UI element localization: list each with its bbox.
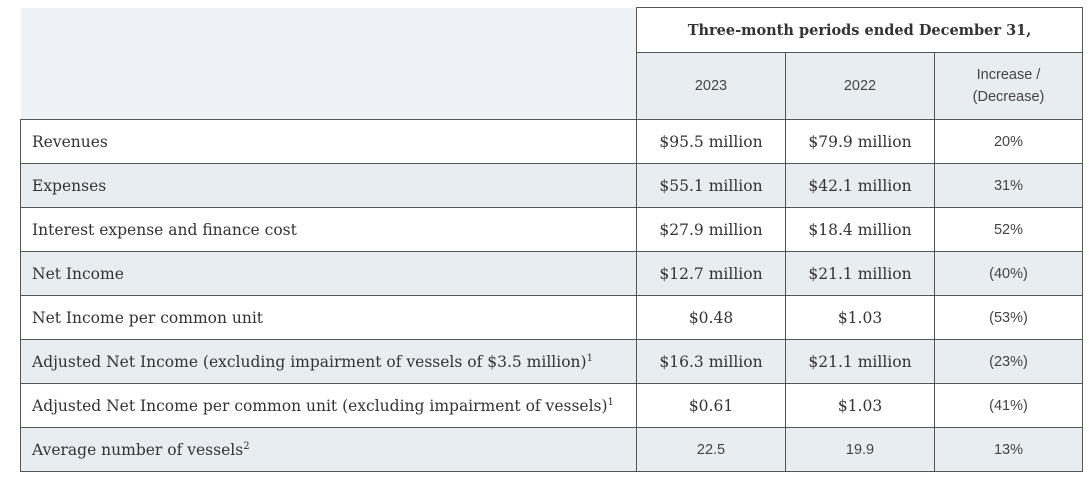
row-label: Adjusted Net Income per common unit (exc… — [20, 383, 637, 428]
value-change: (41%) — [934, 383, 1083, 428]
header-row-period: Three-month periods ended December 31, — [20, 7, 1083, 120]
table-row: Interest expense and finance cost $27.9 … — [20, 207, 1083, 252]
row-label: Revenues — [20, 119, 637, 164]
table-row: Adjusted Net Income (excluding impairmen… — [20, 339, 1083, 384]
row-label-text: Net Income — [32, 264, 124, 283]
footnote-marker: 2 — [243, 440, 250, 452]
period-title: Three-month periods ended December 31, — [636, 7, 1083, 53]
value-change: 52% — [934, 207, 1083, 252]
value-2023: 22.5 — [636, 427, 786, 472]
row-label-text: Expenses — [32, 176, 107, 195]
row-label: Net Income — [20, 251, 637, 296]
value-2022: $21.1 million — [785, 339, 935, 384]
value-2023: $0.48 — [636, 295, 786, 340]
column-header-2022: 2022 — [785, 52, 935, 120]
row-label: Expenses — [20, 163, 637, 208]
change-header-line2: (Decrease) — [972, 89, 1045, 105]
row-label-text: Adjusted Net Income per common unit (exc… — [32, 396, 608, 415]
table-row: Adjusted Net Income per common unit (exc… — [20, 383, 1083, 428]
value-2022: $18.4 million — [785, 207, 935, 252]
table-row: Expenses $55.1 million $42.1 million 31% — [20, 163, 1083, 208]
footnote-marker: 1 — [586, 352, 593, 364]
row-label-text: Average number of vessels — [32, 440, 244, 459]
table-row: Net Income $12.7 million $21.1 million (… — [20, 251, 1083, 296]
value-change: (40%) — [934, 251, 1083, 296]
row-label: Interest expense and finance cost — [20, 207, 637, 252]
column-header-2023: 2023 — [636, 52, 786, 120]
value-2022: $42.1 million — [785, 163, 935, 208]
row-label-text: Adjusted Net Income (excluding impairmen… — [32, 352, 587, 371]
row-label: Net Income per common unit — [20, 295, 637, 340]
value-change: (53%) — [934, 295, 1083, 340]
value-2022: $1.03 — [785, 383, 935, 428]
value-2023: $95.5 million — [636, 119, 786, 164]
value-2023: $12.7 million — [636, 251, 786, 296]
value-change: 31% — [934, 163, 1083, 208]
value-change: 13% — [934, 427, 1083, 472]
row-label-text: Interest expense and finance cost — [32, 220, 297, 239]
table-row: Net Income per common unit $0.48 $1.03 (… — [20, 295, 1083, 340]
value-2022: $21.1 million — [785, 251, 935, 296]
row-label-text: Net Income per common unit — [32, 308, 264, 327]
change-header-line1: Increase / — [976, 67, 1041, 83]
value-2022: $79.9 million — [785, 119, 935, 164]
results-table-container: Three-month periods ended December 31, 2… — [20, 7, 1083, 472]
table-row: Average number of vessels2 22.5 19.9 13% — [20, 427, 1083, 472]
value-change: (23%) — [934, 339, 1083, 384]
row-label-text: Revenues — [32, 132, 108, 151]
financial-results-table: Three-month periods ended December 31, 2… — [20, 7, 1083, 472]
header-row-columns: 2023 2022 Increase / (Decrease) — [21, 52, 1083, 120]
footnote-marker: 1 — [607, 396, 614, 408]
row-label: Adjusted Net Income (excluding impairmen… — [20, 339, 637, 384]
row-label: Average number of vessels2 — [20, 427, 637, 472]
value-2023: $16.3 million — [636, 339, 786, 384]
value-2022: $1.03 — [785, 295, 935, 340]
table-row: Revenues $95.5 million $79.9 million 20% — [20, 119, 1083, 164]
value-2023: $55.1 million — [636, 163, 786, 208]
value-change: 20% — [934, 119, 1083, 164]
value-2023: $0.61 — [636, 383, 786, 428]
value-2022: 19.9 — [785, 427, 935, 472]
column-header-change: Increase / (Decrease) — [934, 52, 1083, 120]
value-2023: $27.9 million — [636, 207, 786, 252]
header-blank-cell — [20, 7, 637, 120]
